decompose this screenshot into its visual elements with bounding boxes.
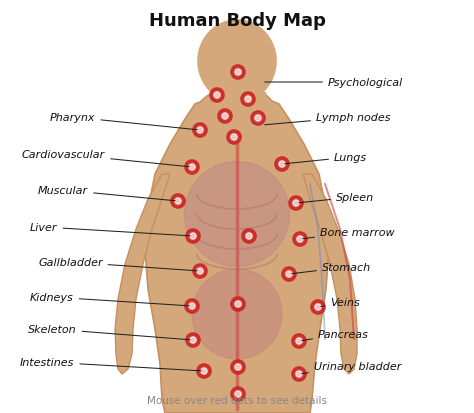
Circle shape [289, 197, 303, 211]
Circle shape [231, 297, 245, 311]
Circle shape [242, 230, 256, 243]
Circle shape [193, 264, 207, 278]
Circle shape [175, 198, 181, 205]
Circle shape [218, 110, 232, 124]
Text: Mouse over red dots to see details: Mouse over red dots to see details [147, 395, 327, 405]
Polygon shape [115, 175, 170, 374]
Circle shape [296, 371, 302, 377]
Polygon shape [210, 93, 265, 108]
Circle shape [197, 128, 203, 134]
Text: Lungs: Lungs [285, 153, 367, 164]
Circle shape [189, 164, 195, 171]
Polygon shape [145, 89, 329, 413]
Circle shape [235, 391, 241, 397]
Text: Urinary bladder: Urinary bladder [302, 361, 401, 374]
Text: Spleen: Spleen [299, 192, 374, 203]
Circle shape [231, 360, 245, 374]
Circle shape [227, 131, 241, 145]
Circle shape [189, 303, 195, 309]
Circle shape [292, 334, 306, 348]
Circle shape [197, 268, 203, 275]
Text: Stomach: Stomach [292, 262, 371, 274]
Circle shape [231, 387, 245, 401]
Polygon shape [303, 175, 357, 374]
Circle shape [171, 195, 185, 209]
Circle shape [246, 233, 252, 240]
Circle shape [185, 299, 199, 313]
Text: Pancreas: Pancreas [302, 329, 369, 341]
Circle shape [190, 233, 196, 240]
Circle shape [186, 230, 200, 243]
Circle shape [255, 116, 261, 122]
Circle shape [296, 338, 302, 344]
Text: Lymph nodes: Lymph nodes [265, 113, 391, 126]
Text: Intestines: Intestines [20, 357, 201, 371]
Text: Psychological: Psychological [265, 78, 403, 88]
Circle shape [311, 300, 325, 314]
Circle shape [241, 93, 255, 107]
Circle shape [190, 337, 196, 343]
Text: Cardiovascular: Cardiovascular [22, 150, 189, 167]
Circle shape [235, 70, 241, 76]
Text: Skeleton: Skeleton [28, 324, 190, 340]
Text: Gallbladder: Gallbladder [38, 257, 197, 271]
Circle shape [231, 66, 245, 80]
Text: Pharynx: Pharynx [50, 113, 197, 131]
Text: Kidneys: Kidneys [30, 292, 189, 306]
Circle shape [293, 233, 307, 247]
Circle shape [235, 301, 241, 307]
Circle shape [235, 364, 241, 370]
Ellipse shape [198, 21, 276, 103]
Text: Human Body Map: Human Body Map [148, 12, 326, 30]
Ellipse shape [192, 269, 282, 359]
Circle shape [201, 368, 207, 374]
Text: Muscular: Muscular [38, 185, 175, 201]
Circle shape [251, 112, 265, 126]
Circle shape [297, 236, 303, 242]
Circle shape [186, 333, 200, 347]
Circle shape [292, 367, 306, 381]
Circle shape [315, 304, 321, 311]
Circle shape [275, 158, 289, 171]
Circle shape [286, 271, 292, 278]
Circle shape [231, 135, 237, 141]
Circle shape [214, 93, 220, 99]
Circle shape [222, 114, 228, 120]
Text: Bone marrow: Bone marrow [303, 228, 395, 239]
Circle shape [282, 267, 296, 281]
Circle shape [193, 124, 207, 138]
Circle shape [210, 89, 224, 103]
Circle shape [279, 161, 285, 168]
Circle shape [293, 200, 299, 206]
Circle shape [245, 97, 251, 103]
Text: Liver: Liver [30, 223, 190, 236]
Circle shape [197, 364, 211, 378]
Circle shape [185, 161, 199, 175]
Ellipse shape [184, 162, 290, 267]
Text: Veins: Veins [321, 297, 360, 307]
